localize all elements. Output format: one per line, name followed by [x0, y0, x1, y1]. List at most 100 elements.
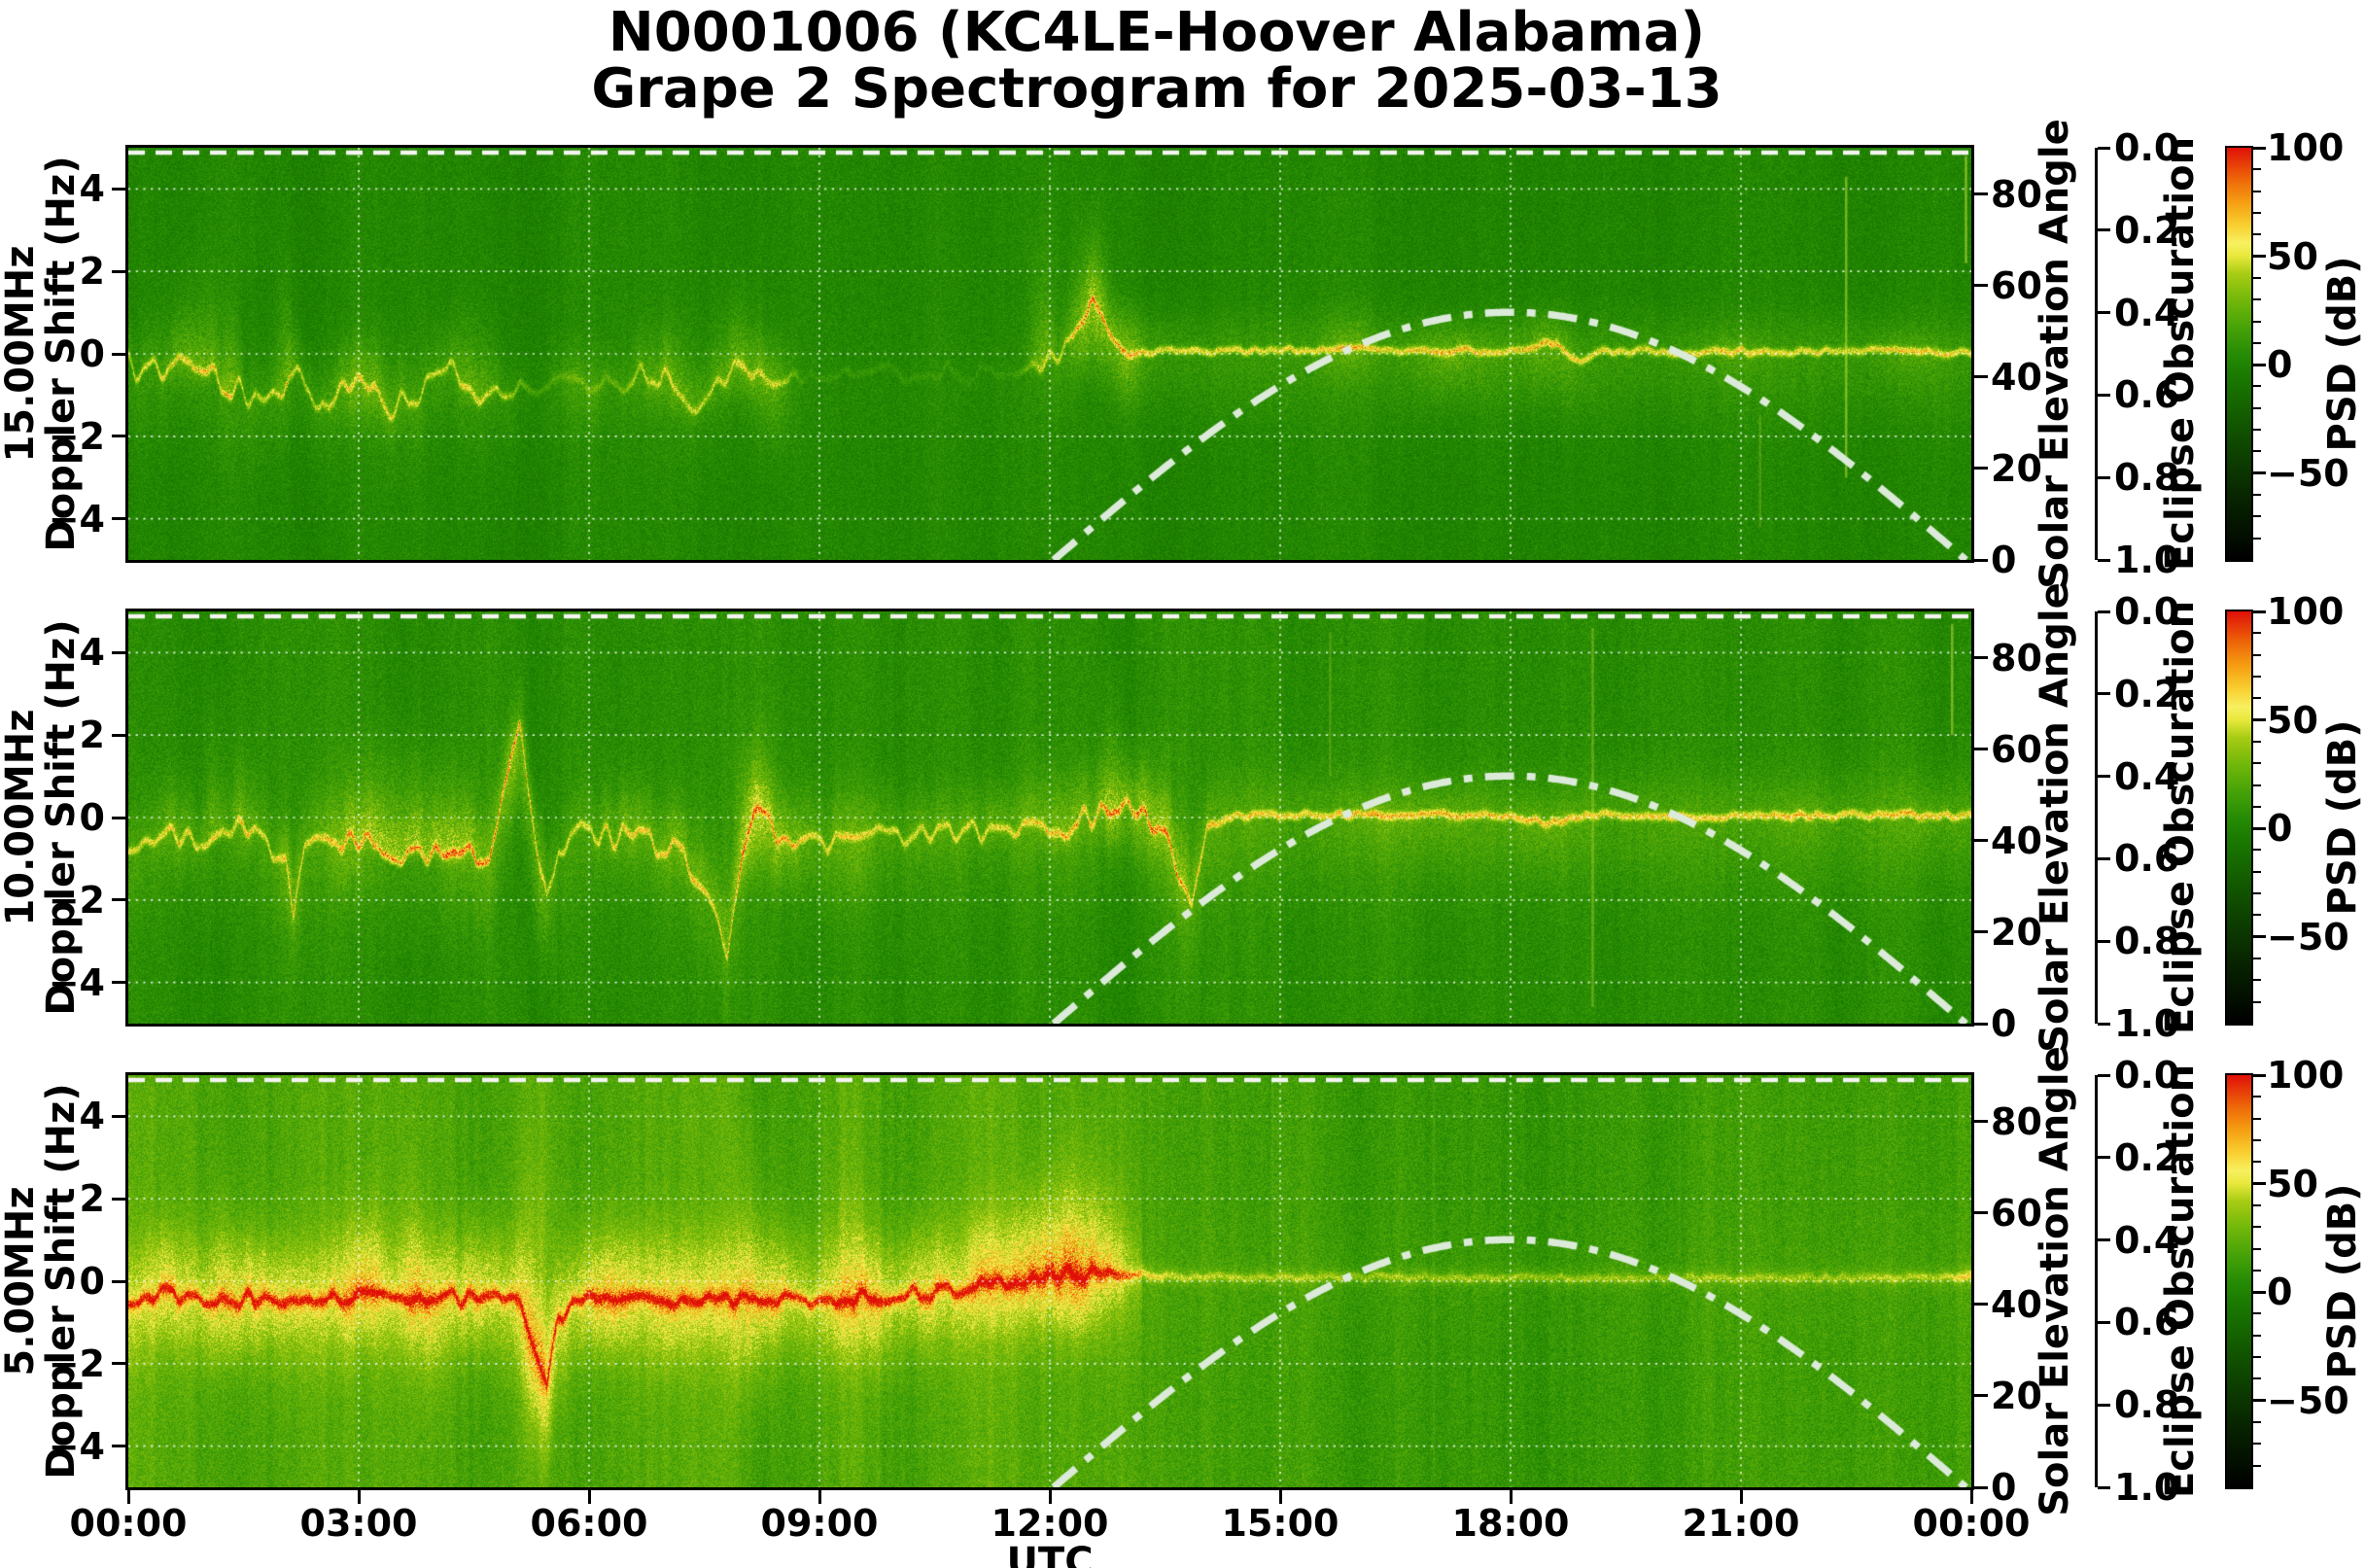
- eclipse-axis-spine: [2095, 611, 2098, 1024]
- colorbar-tick: [2253, 1073, 2266, 1077]
- eclipse-axis-label: Eclipse Obscuration: [2158, 1063, 2203, 1499]
- solar-tick: [1974, 1120, 1988, 1124]
- x-tick: [1278, 1490, 1282, 1504]
- doppler-tick-label: 0: [79, 332, 105, 375]
- spectrogram-panel-10mhz: [125, 609, 1974, 1027]
- eclipse-tick: [2098, 1320, 2110, 1324]
- doppler-tick-label: −4: [48, 960, 105, 1004]
- eclipse-tick-label: 1.0: [2114, 539, 2180, 581]
- colorbar-tick-label: 0: [2267, 807, 2293, 851]
- psd-colorbar: [2225, 1073, 2253, 1489]
- solar-tick: [1974, 1394, 1988, 1398]
- solar-tick-label: 0: [1991, 1466, 2017, 1509]
- x-axis-label: UTC: [1006, 1540, 1094, 1568]
- solar-tick-label: 0: [1991, 539, 2017, 581]
- panel-frequency-label: 15.00MHz: [0, 245, 43, 463]
- colorbar-minor-tick: [2253, 1000, 2261, 1003]
- eclipse-tick: [2098, 610, 2110, 613]
- solar-axis-label: Solar Elevation Angle: [2033, 1046, 2077, 1516]
- colorbar-minor-tick: [2253, 675, 2261, 678]
- doppler-tick-label: 4: [79, 631, 105, 675]
- colorbar-minor-tick: [2253, 632, 2261, 635]
- psd-axis-label: PSD (dB): [2320, 1183, 2365, 1379]
- colorbar-minor-tick: [2253, 870, 2261, 873]
- eclipse-tick-label: 0.4: [2114, 1218, 2180, 1262]
- eclipse-tick: [2098, 146, 2110, 150]
- x-tick: [1048, 1490, 1052, 1504]
- solar-tick-label: 40: [1991, 355, 2042, 399]
- colorbar-minor-tick: [2253, 892, 2261, 895]
- colorbar-minor-tick: [2253, 450, 2261, 453]
- x-tick: [1509, 1490, 1513, 1504]
- eclipse-tick-label: 0.2: [2114, 1135, 2180, 1179]
- colorbar-minor-tick: [2253, 1334, 2261, 1337]
- eclipse-tick-label: 0.6: [2114, 373, 2180, 417]
- colorbar-minor-tick: [2253, 849, 2261, 852]
- colorbar-tick-label: −50: [2267, 1378, 2349, 1422]
- doppler-tick: [112, 733, 125, 737]
- eclipse-axis-label: Eclipse Obscuration: [2158, 136, 2203, 572]
- colorbar-tick-label: 100: [2267, 1054, 2345, 1097]
- solar-tick: [1974, 1211, 1988, 1215]
- colorbar-minor-tick: [2253, 1226, 2261, 1229]
- eclipse-tick: [2098, 692, 2110, 696]
- eclipse-axis-spine: [2095, 148, 2098, 560]
- colorbar-minor-tick: [2253, 1247, 2261, 1250]
- doppler-tick: [112, 517, 125, 521]
- colorbar-minor-tick: [2253, 168, 2261, 171]
- doppler-tick: [112, 187, 125, 191]
- colorbar-tick-label: 50: [2267, 698, 2318, 742]
- solar-tick-label: 80: [1991, 172, 2042, 216]
- colorbar-tick-label: 0: [2267, 343, 2293, 387]
- eclipse-tick-label: 0.4: [2114, 291, 2180, 334]
- colorbar-tick: [2253, 1399, 2266, 1403]
- doppler-tick: [112, 1279, 125, 1283]
- colorbar-minor-tick: [2253, 784, 2261, 786]
- doppler-tick-label: 2: [79, 714, 105, 757]
- doppler-tick-label: 4: [79, 167, 105, 211]
- eclipse-tick: [2098, 1403, 2110, 1407]
- colorbar-minor-tick: [2253, 1138, 2261, 1141]
- doppler-tick-label: −4: [48, 497, 105, 540]
- eclipse-tick-label: 1.0: [2114, 1466, 2180, 1509]
- x-tick: [126, 1490, 130, 1504]
- colorbar-minor-tick: [2253, 515, 2261, 518]
- colorbar-minor-tick: [2253, 233, 2261, 236]
- doppler-tick-label: 2: [79, 1177, 105, 1221]
- doppler-tick: [112, 650, 125, 654]
- colorbar-minor-tick: [2253, 429, 2261, 432]
- solar-tick-label: 40: [1991, 1282, 2042, 1326]
- x-tick: [817, 1490, 821, 1504]
- eclipse-tick-label: 0.6: [2114, 837, 2180, 881]
- colorbar-minor-tick: [2253, 211, 2261, 214]
- doppler-tick-label: 0: [79, 796, 105, 839]
- colorbar-tick: [2253, 1290, 2266, 1294]
- colorbar-minor-tick: [2253, 406, 2261, 409]
- colorbar-tick-label: 50: [2267, 1162, 2318, 1205]
- eclipse-axis-label: Eclipse Obscuration: [2158, 600, 2203, 1035]
- doppler-tick: [112, 352, 125, 356]
- doppler-axis-label: 15.00MHz Doppler Shift (Hz): [0, 156, 84, 551]
- colorbar-minor-tick: [2253, 1269, 2261, 1272]
- colorbar-minor-tick: [2253, 1356, 2261, 1359]
- colorbar-tick-label: 50: [2267, 234, 2318, 278]
- colorbar-tick: [2253, 610, 2266, 613]
- solar-tick: [1974, 375, 1988, 379]
- colorbar-minor-tick: [2253, 805, 2261, 808]
- solar-tick: [1974, 930, 1988, 934]
- colorbar-minor-tick: [2253, 341, 2261, 344]
- panel-frequency-label: 10.00MHz: [0, 709, 43, 926]
- colorbar-minor-tick: [2253, 537, 2261, 540]
- colorbar-tick: [2253, 471, 2266, 475]
- doppler-tick-label: 4: [79, 1095, 105, 1138]
- x-tick-label: 09:00: [760, 1502, 879, 1545]
- eclipse-tick-label: 0.8: [2114, 456, 2180, 500]
- colorbar-minor-tick: [2253, 320, 2261, 323]
- solar-tick-label: 20: [1991, 910, 2042, 954]
- colorbar-tick: [2253, 255, 2266, 259]
- colorbar-minor-tick: [2253, 979, 2261, 982]
- solar-tick-label: 60: [1991, 727, 2042, 771]
- solar-tick: [1974, 656, 1988, 660]
- eclipse-tick-label: 0.2: [2114, 672, 2180, 715]
